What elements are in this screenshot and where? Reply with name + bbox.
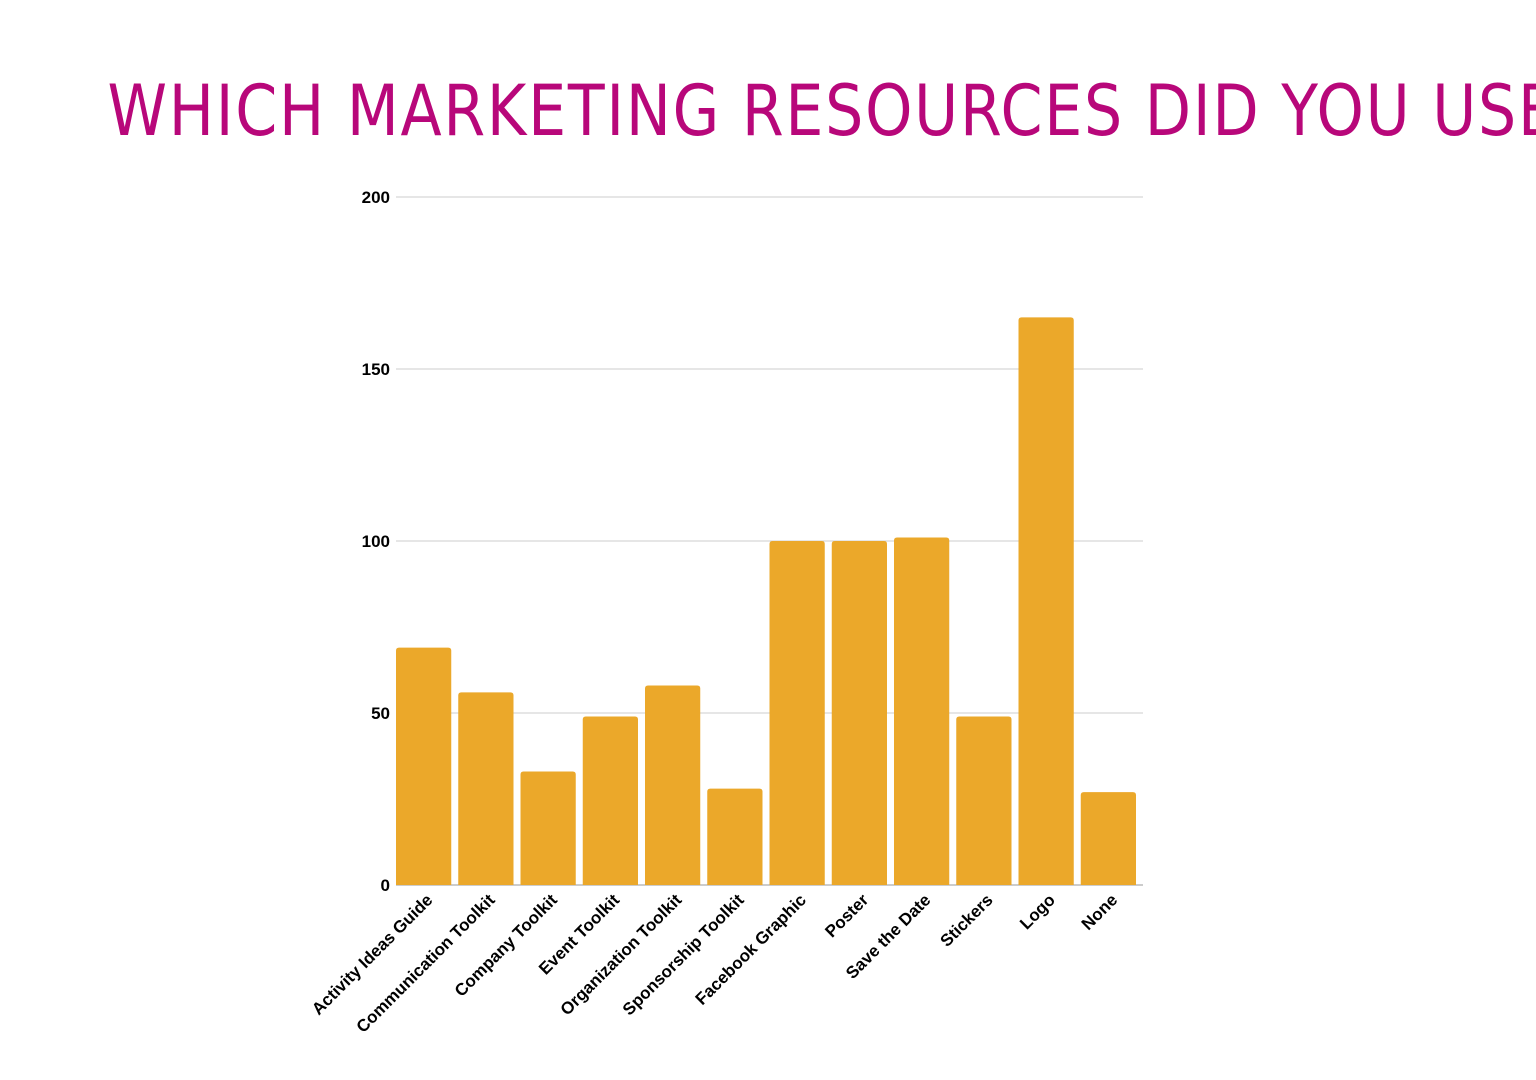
chart-title: WHICH MARKETING RESOURCES DID YOU USE?: [107, 70, 1536, 152]
bar-company-toolkit: [520, 771, 576, 885]
y-tick-label: 100: [362, 532, 390, 551]
bar-none: [1080, 792, 1136, 885]
bar-stickers: [956, 716, 1012, 885]
y-tick-label: 200: [362, 188, 390, 207]
bar-event-toolkit: [582, 716, 638, 885]
x-tick-label: Facebook Graphic: [692, 890, 810, 1008]
y-tick-label: 0: [381, 876, 390, 895]
bar-facebook-graphic: [769, 541, 825, 885]
y-axis-ticks: 0 50 100 150 200: [362, 188, 390, 895]
x-tick-label: Sponsorship Toolkit: [619, 890, 748, 1019]
bar-activity-ideas-guide: [396, 647, 452, 885]
bar-save-the-date: [894, 537, 950, 885]
bar-sponsorship-toolkit: [707, 788, 763, 885]
x-tick-label: Logo: [1016, 890, 1059, 933]
x-tick-label: Stickers: [936, 890, 996, 950]
x-tick-label: Company Toolkit: [451, 890, 561, 1000]
x-tick-label: None: [1078, 890, 1121, 933]
y-tick-label: 50: [371, 704, 390, 723]
y-tick-label: 150: [362, 360, 390, 379]
bar-communication-toolkit: [458, 692, 514, 885]
x-tick-label: Poster: [821, 890, 872, 941]
bar-poster: [831, 541, 887, 885]
x-tick-label: Activity Ideas Guide: [308, 890, 436, 1018]
x-tick-label: Organization Toolkit: [557, 890, 686, 1019]
bar-organization-toolkit: [645, 685, 701, 885]
bar-logo: [1018, 317, 1074, 885]
bars: [396, 317, 1136, 885]
